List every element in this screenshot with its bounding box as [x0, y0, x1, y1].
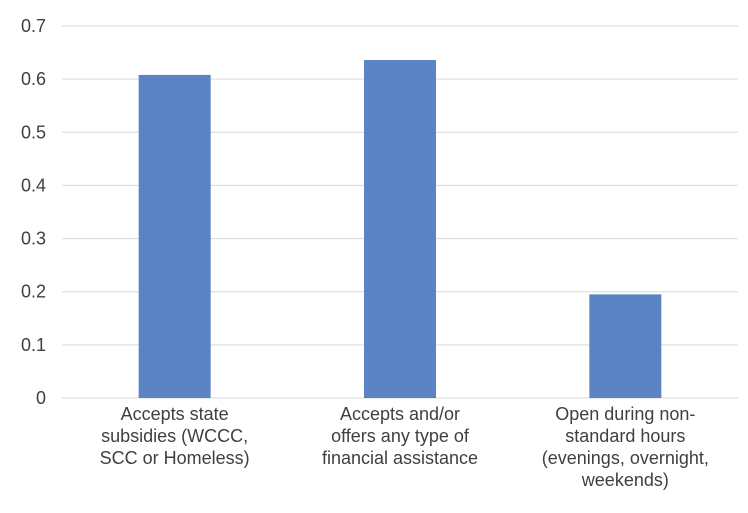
x-category-label-line: (evenings, overnight, [542, 448, 709, 468]
y-tick-label: 0.3 [21, 229, 46, 249]
x-category-label: Open during non-standard hours (evenings,… [542, 404, 709, 490]
x-category-label-line: Accepts and/or [340, 404, 460, 424]
bar [589, 294, 662, 398]
bars [138, 60, 662, 399]
y-axis-tick-labels: 0 0.1 0.2 0.3 0.4 0.5 0.6 0.7 [21, 16, 46, 408]
x-category-label-line: financial assistance [322, 448, 478, 468]
x-category-label-line: weekends) [581, 470, 669, 490]
y-tick-label: 0.4 [21, 175, 46, 195]
x-axis-category-labels: Accepts state subsidies (WCCC, SCC or Home… [100, 404, 709, 490]
y-tick-label: 0.5 [21, 122, 46, 142]
x-category-label: Accepts state subsidies (WCCC, SCC or Home… [100, 404, 250, 468]
bar [364, 60, 436, 399]
y-tick-label: 0.1 [21, 335, 46, 355]
x-category-label-line: subsidies (WCCC, [101, 426, 248, 446]
x-category-label: Accepts and/or offers any type of financia… [322, 404, 478, 468]
x-category-label-line: standard hours [565, 426, 685, 446]
x-category-label-line: Accepts state [121, 404, 229, 424]
y-tick-label: 0.7 [21, 16, 46, 36]
y-tick-label: 0.2 [21, 282, 46, 302]
x-category-label-line: SCC or Homeless) [100, 448, 250, 468]
bar [138, 74, 211, 399]
x-category-label-line: Open during non- [555, 404, 695, 424]
x-category-label-line: offers any type of [331, 426, 470, 446]
y-tick-label: 0.6 [21, 69, 46, 89]
y-tick-label: 0 [36, 388, 46, 408]
